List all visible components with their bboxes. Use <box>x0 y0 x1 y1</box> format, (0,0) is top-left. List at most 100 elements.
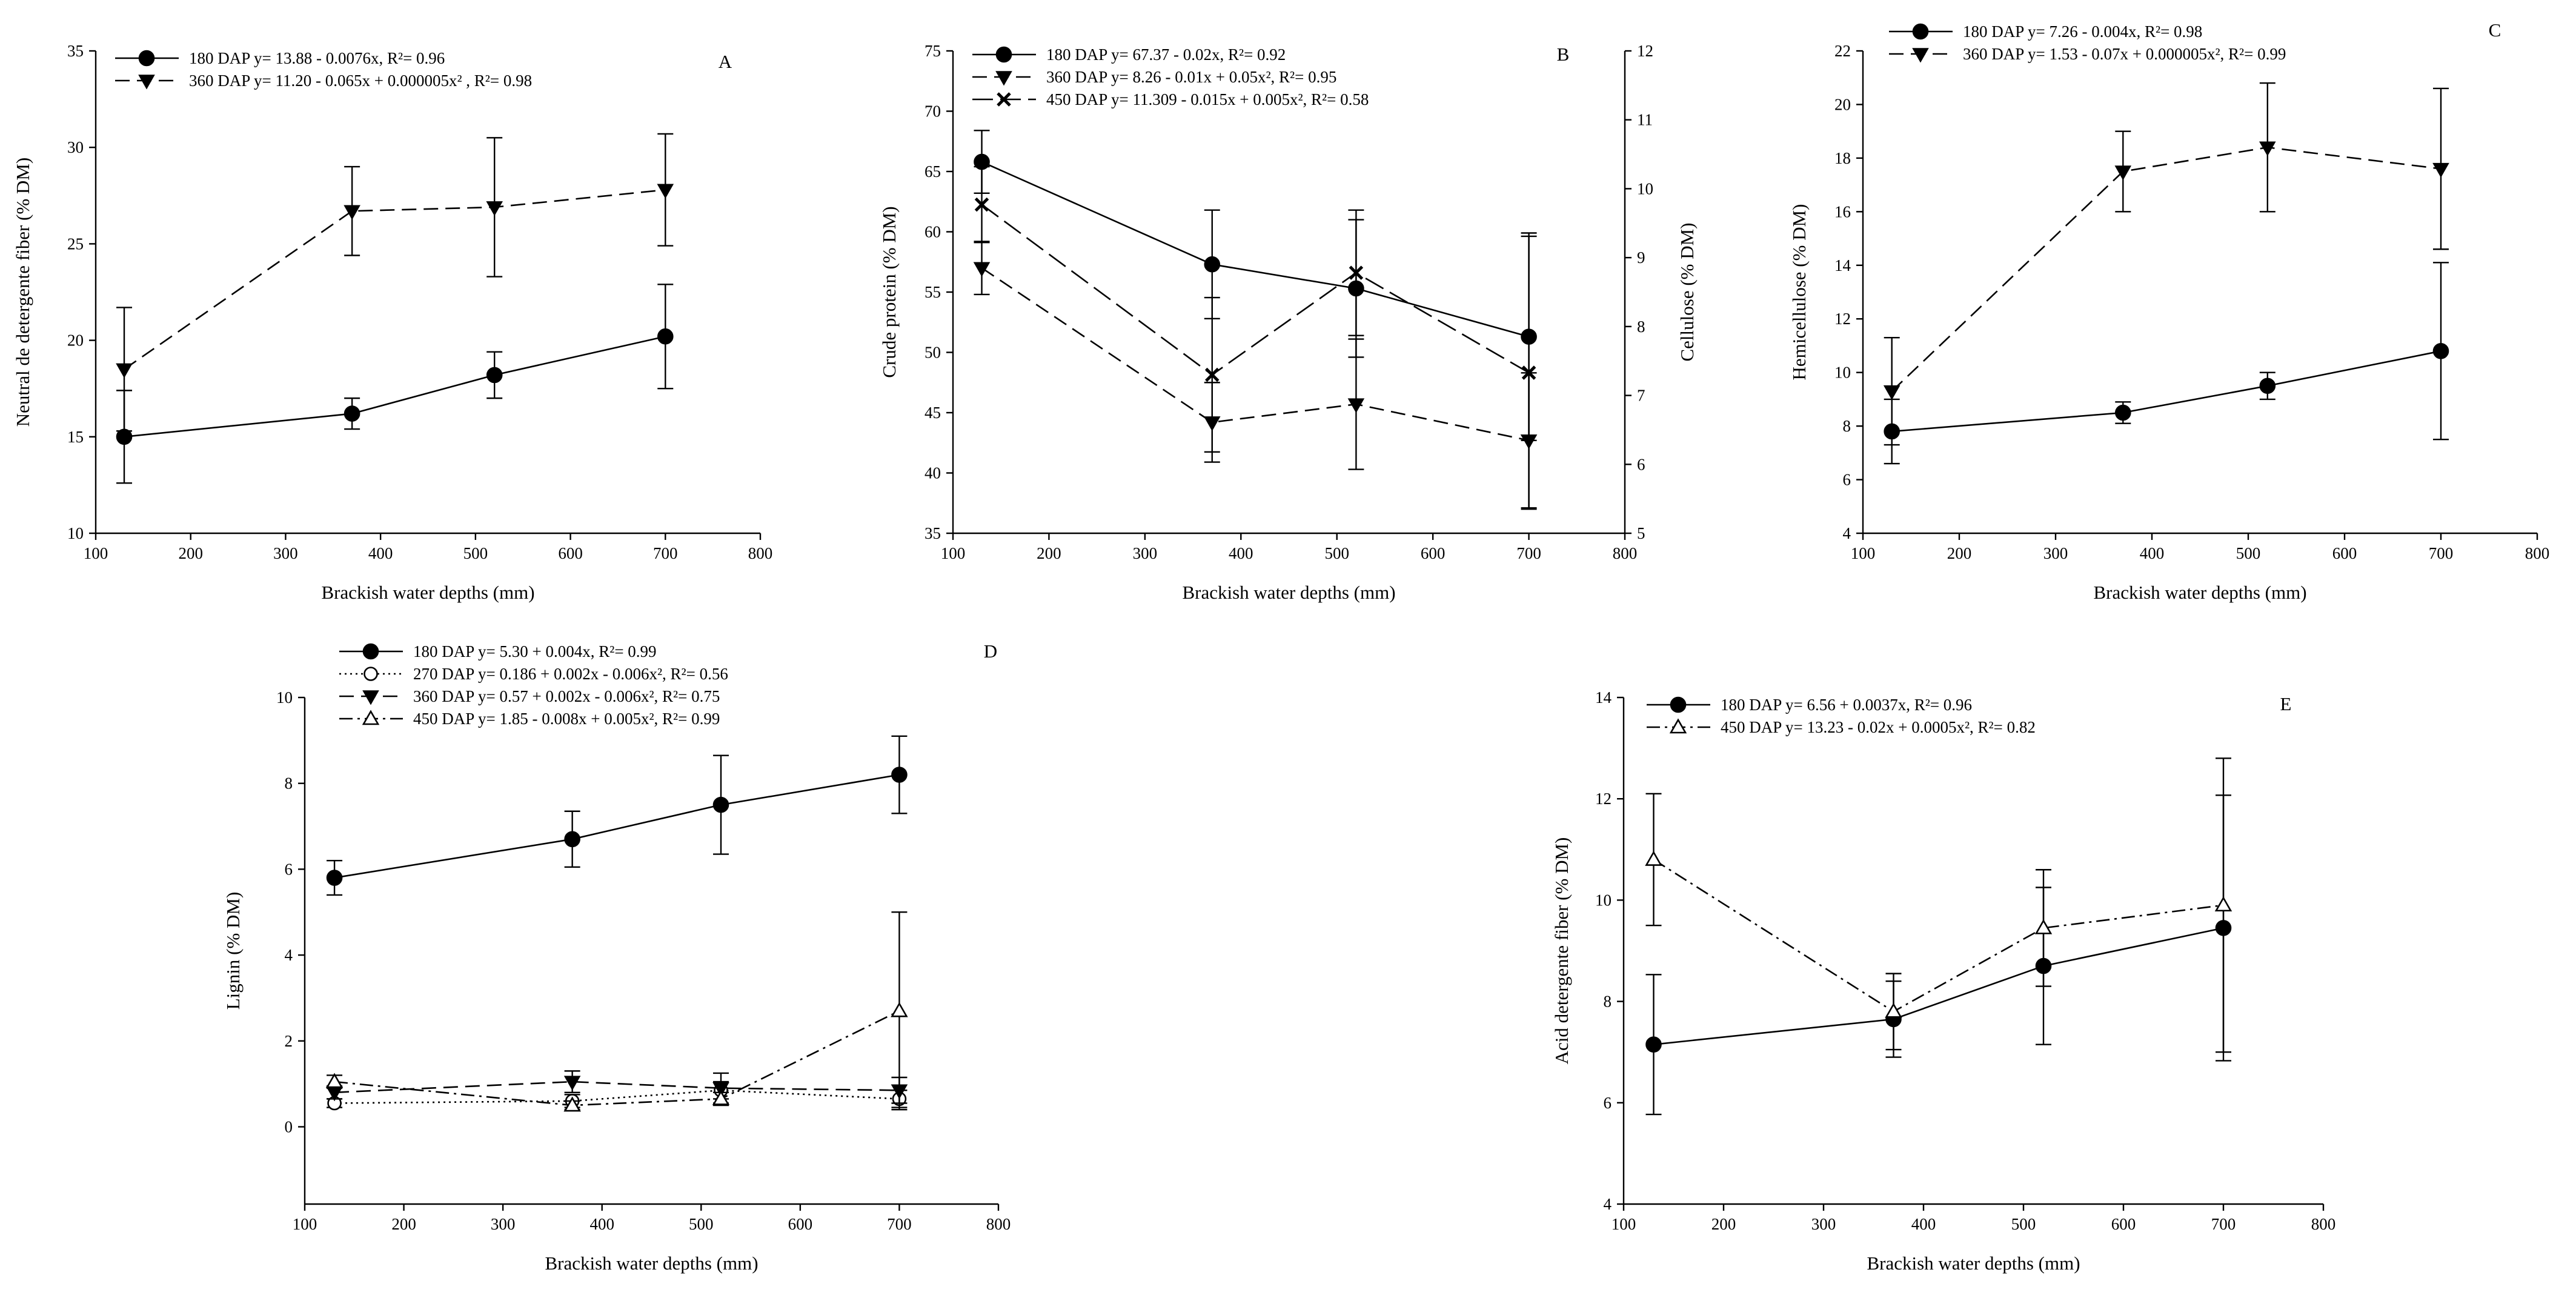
panel-a-series-360-dap-point <box>486 201 503 216</box>
panel-e-y-tick-label: 12 <box>1595 790 1612 808</box>
panel-d-y-tick-label: 4 <box>285 946 293 964</box>
panel-b-x-tick-label: 200 <box>1037 544 1061 562</box>
panel-b-legend-entry: 450 DAP y= 11.309 - 0.015x + 0.005x², R²… <box>972 90 1369 108</box>
panel-a-legend-entry: 360 DAP y= 11.20 - 0.065x + 0.000005x² ,… <box>115 72 532 90</box>
panel-e-x-tick-label: 800 <box>2311 1215 2336 1233</box>
panel-e-series-450-dap-point <box>1885 1002 1902 1018</box>
panel-c-series-180-dap-line <box>1891 350 2442 433</box>
panel-b-series-450-dap-point <box>974 197 989 212</box>
panel-d-series-450-dap <box>325 911 908 1112</box>
panel-a-y-tick-label: 35 <box>67 42 84 60</box>
panel-e-series-450-dap <box>1645 757 2232 1053</box>
panel-a-y-tick-label: 15 <box>67 428 84 446</box>
panel-b-legend-text: 360 DAP y= 8.26 - 0.01x + 0.05x², R²= 0.… <box>1046 68 1336 86</box>
panel-a-legend-text: 180 DAP y= 13.88 - 0.0076x, R²= 0.96 <box>189 49 445 67</box>
panel-d-series-450-dap-line <box>334 1010 900 1107</box>
panel-e-legend-marker <box>1670 696 1687 713</box>
panel-e-x-tick-label: 200 <box>1711 1215 1736 1233</box>
panel-e-y-axis-title: Acid detergente fiber (% DM) <box>1551 837 1572 1065</box>
panel-b: 100 200 300 400 500 600 700 8003540455055606570… <box>878 42 1698 603</box>
panel-d-series-360-dap-line <box>334 1080 900 1094</box>
panel-d-x-tick-label: 800 <box>986 1215 1011 1233</box>
panel-c-x-tick-label: 400 <box>2140 544 2165 562</box>
panel-b-y2-tick-label: 9 <box>1637 248 1645 267</box>
panel-b-y-tick-label: 70 <box>925 102 941 121</box>
panel-b-y-tick-label: 45 <box>925 404 941 422</box>
panel-c-x-tick-label: 100 <box>1851 544 1876 562</box>
panel-b-series-450-dap-point-stroke-b <box>974 197 989 212</box>
panel-b-series-450-dap-point <box>1521 365 1536 380</box>
panel-e-legend-entry: 450 DAP y= 13.23 - 0.02x + 0.0005x², R²=… <box>1647 718 2036 736</box>
panel-a-y-tick-label: 30 <box>67 138 84 156</box>
panel-e-y-tick-label: 10 <box>1595 891 1612 909</box>
panel-b-letter: B <box>1557 44 1570 65</box>
panel-d-x-tick-label: 500 <box>689 1215 714 1233</box>
panel-a-x-tick-label: 400 <box>368 544 393 562</box>
panel-b-y2-axis-title: Cellulose (% DM) <box>1676 222 1698 361</box>
panel-a-x-tick-label: 300 <box>273 544 298 562</box>
panel-d-legend-text: 450 DAP y= 1.85 - 0.008x + 0.005x², R²= … <box>413 710 720 728</box>
panel-d-y-tick-label: 10 <box>276 688 293 707</box>
panel-e-x-tick-label: 600 <box>2111 1215 2136 1233</box>
panel-c-y-tick-label: 20 <box>1834 95 1851 113</box>
panel-b-y2-tick-label: 8 <box>1637 318 1645 336</box>
panel-c-legend-entry: 180 DAP y= 7.26 - 0.004x, R²= 0.98 <box>1889 22 2202 41</box>
panel-d-series-180-dap-point <box>712 796 729 813</box>
panel-c-y-tick-label: 16 <box>1834 202 1851 221</box>
panel-c-legend-text: 360 DAP y= 1.53 - 0.07x + 0.000005x², R²… <box>1963 45 2286 63</box>
panel-d-x-tick-label: 300 <box>491 1215 516 1233</box>
panel-d-series-360-dap-point <box>563 1076 581 1091</box>
panel-c-y-axis-title: Hemicellulose (% DM) <box>1788 204 1810 381</box>
panel-d-x-tick-label: 700 <box>887 1215 912 1233</box>
panel-d-series-360-dap-point <box>712 1082 729 1097</box>
panel-b-y2-tick-label: 5 <box>1637 524 1645 542</box>
panel-c-series-180-dap-point <box>2259 378 2276 394</box>
panel-b-y2-tick-label: 11 <box>1637 111 1653 129</box>
panel-c-x-tick-label: 500 <box>2236 544 2261 562</box>
panel-a-y-tick-label: 20 <box>67 331 84 350</box>
panel-c-y-tick-label: 14 <box>1834 256 1851 275</box>
panel-c-y-tick-label: 10 <box>1834 364 1851 382</box>
panel-a-series-180-dap-point <box>657 328 674 345</box>
panel-d-legend-entry: 360 DAP y= 0.57 + 0.002x - 0.006x², R²= … <box>339 687 720 705</box>
panel-d-legend-marker <box>362 643 379 660</box>
panel-d-x-tick-label: 600 <box>788 1215 813 1233</box>
panel-e-y-tick-label: 14 <box>1595 688 1612 707</box>
panel-d-legend-marker <box>362 710 380 725</box>
panel-b-legend-text: 450 DAP y= 11.309 - 0.015x + 0.005x², R²… <box>1046 90 1369 108</box>
panel-a-legend-text: 360 DAP y= 11.20 - 0.065x + 0.000005x² ,… <box>189 72 532 90</box>
panel-a-series-360-dap-point <box>116 363 133 378</box>
panel-d-legend-marker <box>363 667 378 681</box>
panel-c-y-tick-label: 4 <box>1843 524 1851 542</box>
panel-e-x-tick-label: 500 <box>2011 1215 2036 1233</box>
panel-c-series-360-dap-point <box>1883 385 1900 401</box>
panel-c-legend-entry: 360 DAP y= 1.53 - 0.07x + 0.000005x², R²… <box>1889 45 2286 63</box>
panel-b-legend-marker <box>997 92 1011 107</box>
panel-a-x-tick-label: 500 <box>463 544 488 562</box>
panel-a-series-360-dap-point <box>344 205 360 220</box>
panel-b-x-tick-label: 400 <box>1229 544 1253 562</box>
panel-a-series-180-dap-point <box>486 367 503 384</box>
panel-e-series-450-dap-point <box>1645 850 1662 866</box>
panel-a-series-360-dap-point <box>657 184 674 199</box>
panel-a-legend-entry: 180 DAP y= 13.88 - 0.0076x, R²= 0.96 <box>115 49 445 67</box>
panel-c-legend-text: 180 DAP y= 7.26 - 0.004x, R²= 0.98 <box>1963 22 2202 41</box>
panel-a-legend-marker <box>138 75 155 90</box>
panel-c-legend-marker <box>1912 48 1929 63</box>
panel-d-series-270-dap-line <box>334 1089 900 1104</box>
panel-e-series-450-dap-line <box>1653 859 2224 1013</box>
panel-d-y-tick-label: 6 <box>285 860 293 878</box>
panel-e-y-tick-label: 4 <box>1604 1195 1612 1213</box>
panel-b-legend-entry: 360 DAP y= 8.26 - 0.01x + 0.05x², R²= 0.… <box>972 68 1336 86</box>
panel-b-legend-marker <box>995 71 1012 86</box>
panel-b-y2-tick-label: 6 <box>1637 455 1645 473</box>
panel-d-series-360-dap <box>326 1070 908 1104</box>
panel-e-series-450-dap-point <box>2034 919 2053 934</box>
panel-d: 100 200 300 400 500 600 700 800 0 2 4 6 8 10 Brackish … <box>222 641 1011 1274</box>
panel-c-series-360-dap-point <box>2259 141 2276 156</box>
panel-e-y-tick-label: 6 <box>1604 1094 1612 1112</box>
panel-c-series-360-dap <box>1883 82 2449 446</box>
panel-d-series-180-dap-point <box>326 870 343 886</box>
panel-e-series-180-dap-point <box>1645 1036 1662 1053</box>
